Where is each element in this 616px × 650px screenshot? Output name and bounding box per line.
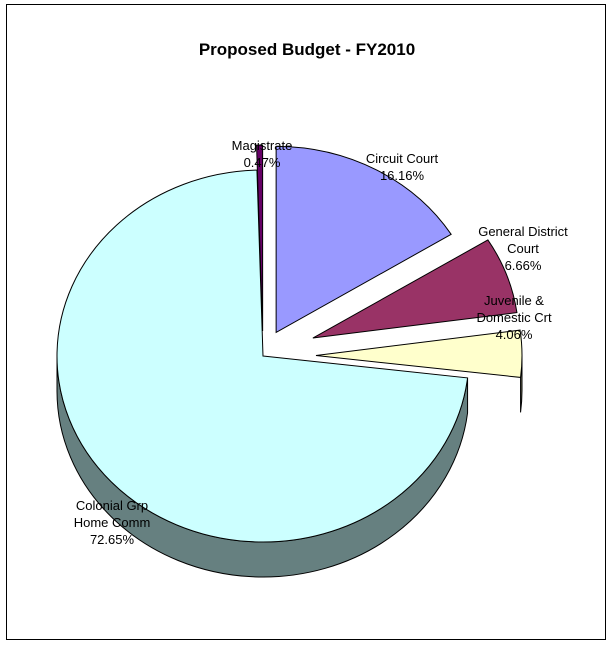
- pie-slices: [56, 144, 523, 543]
- slice-label-magistrate: Magistrate 0.47%: [232, 138, 293, 170]
- slice-circuit-court: [275, 145, 452, 334]
- slice-percent: 16.16%: [380, 168, 425, 183]
- pie-chart: Proposed Budget - FY2010 Circuit Court 16…: [56, 40, 568, 578]
- slice-label-line: Domestic Crt: [476, 310, 552, 325]
- slice-label-juvenile-domestic-crt: Juvenile & Domestic Crt 4.06%: [476, 293, 552, 342]
- slice-label-line: Juvenile &: [484, 293, 544, 308]
- slice-general-district-court: [312, 239, 518, 339]
- slice-percent: 4.06%: [496, 327, 533, 342]
- slice-label-circuit-court: Circuit Court 16.16%: [366, 151, 439, 183]
- slice-label-line: Colonial Grp: [76, 498, 148, 513]
- slice-percent: 6.66%: [505, 258, 542, 273]
- slice-label-line: General District: [478, 224, 568, 239]
- slice-magistrate: [256, 144, 264, 332]
- chart-frame: Proposed Budget - FY2010 Circuit Court 16…: [6, 4, 606, 640]
- slice-colonial-grp-home-comm: [56, 169, 469, 543]
- slice-label-colonial-grp-home-comm: Colonial Grp Home Comm 72.65%: [74, 498, 151, 547]
- slice-label-line: Magistrate: [232, 138, 293, 153]
- slice-label-general-district-court: General District Court 6.66%: [478, 224, 568, 273]
- slice-percent: 0.47%: [244, 155, 281, 170]
- slice-labels: Circuit Court 16.16% General District Court…: [74, 138, 568, 547]
- slice-label-line: Circuit Court: [366, 151, 439, 166]
- slice-label-line: Court: [507, 241, 539, 256]
- chart-title: Proposed Budget - FY2010: [199, 40, 415, 59]
- slice-percent: 72.65%: [90, 532, 135, 547]
- slice-juvenile-domestic-crt: [315, 329, 523, 378]
- slice-label-line: Home Comm: [74, 515, 151, 530]
